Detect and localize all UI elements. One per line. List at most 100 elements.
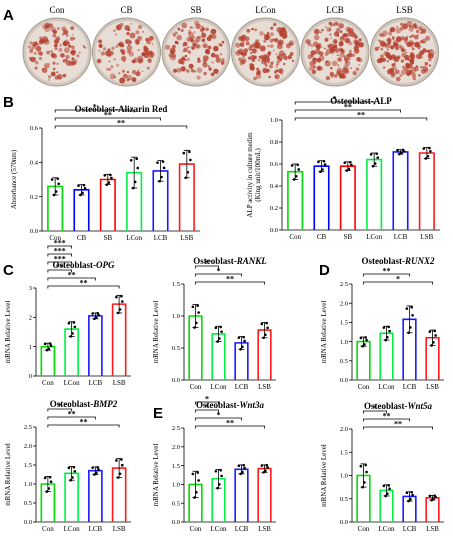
significance-mark: **: [68, 271, 76, 280]
data-point: [197, 311, 200, 314]
stain-spot: [428, 58, 432, 62]
significance-bracket: [47, 285, 120, 289]
stain-spot: [196, 67, 203, 73]
data-point: [93, 473, 96, 476]
stain-spot: [313, 34, 320, 41]
x-tick-label: Con: [42, 525, 54, 533]
stain-spot: [205, 27, 209, 31]
significance-mark: ***: [54, 247, 66, 256]
stain-spot: [58, 47, 63, 53]
data-point: [219, 325, 223, 329]
stain-spot: [261, 57, 266, 62]
stain-spot: [313, 41, 319, 47]
y-tick-label: 2.5: [340, 281, 348, 288]
data-point: [133, 180, 137, 184]
data-point: [115, 295, 118, 299]
bar-con: [356, 340, 371, 380]
stain-spot: [314, 48, 321, 55]
data-point: [216, 486, 219, 490]
stain-spot: [109, 73, 116, 80]
x-tick-label: LCB: [89, 379, 103, 387]
chart-wnt3a: Osteoblast-Wnt3a mRNA Relative Level 0.0 0.…: [152, 395, 276, 533]
stain-spot: [146, 39, 152, 45]
stain-spot: [388, 31, 392, 36]
data-point: [405, 491, 409, 495]
stain-spot: [407, 42, 410, 46]
x-tick-label: LSB: [258, 525, 271, 533]
data-point: [429, 150, 432, 153]
significance-bracket: [54, 125, 188, 129]
stain-spot: [312, 59, 317, 64]
stain-spot: [275, 76, 278, 79]
stain-spot: [235, 42, 241, 48]
stain-spot: [339, 30, 343, 33]
stain-spot: [181, 22, 188, 29]
data-point: [349, 160, 352, 164]
stain-spot: [256, 67, 260, 71]
stain-spot: [325, 76, 331, 81]
stain-spot: [329, 33, 332, 36]
chart-title-gene: RANKL: [236, 256, 268, 266]
data-point: [434, 334, 437, 337]
significance-bracket: [195, 401, 219, 405]
data-point: [297, 168, 301, 171]
data-point: [411, 493, 414, 497]
stain-spot: [289, 52, 294, 56]
data-point: [398, 152, 401, 156]
stain-spot: [48, 63, 50, 65]
chart-title: Osteoblast-ALP: [330, 96, 392, 106]
stain-spot: [27, 45, 31, 49]
stain-spot: [103, 47, 107, 51]
stain-spot: [62, 40, 68, 47]
stain-spot: [400, 22, 404, 26]
stain-spot: [257, 70, 261, 74]
significance-bracket: [363, 426, 433, 430]
stain-spot: [402, 65, 405, 69]
data-point: [191, 305, 195, 309]
significance-mark: **: [80, 279, 88, 288]
stain-spot: [135, 30, 140, 35]
stain-spot: [119, 77, 126, 84]
significance-mark: **: [117, 119, 125, 128]
stain-spot: [34, 41, 38, 45]
stain-spot: [72, 61, 76, 66]
data-point: [239, 472, 242, 476]
data-point: [265, 321, 269, 325]
x-tick-label: Con: [49, 234, 61, 242]
stain-spot: [29, 41, 33, 45]
stain-spot: [151, 43, 154, 46]
stain-spot: [268, 75, 271, 79]
stain-spot: [329, 49, 335, 54]
data-point: [91, 466, 94, 469]
stain-spot: [172, 33, 176, 37]
data-point: [45, 490, 49, 493]
stain-spot: [339, 52, 345, 58]
data-point: [218, 337, 221, 340]
x-tick-label: LSB: [258, 383, 271, 391]
stain-spot: [42, 67, 48, 74]
stain-spot: [413, 34, 419, 40]
chart-title-gene: RUNX2: [404, 256, 435, 266]
stain-spot: [250, 52, 253, 55]
y-tick-label: 2.5: [172, 425, 180, 432]
data-point: [260, 464, 264, 467]
data-point: [382, 326, 386, 329]
chart-title: Osteoblast-BMP2: [50, 399, 118, 409]
stain-spot: [186, 69, 190, 73]
stain-spot: [126, 31, 130, 36]
stain-spot: [392, 39, 399, 46]
stain-spot: [197, 59, 201, 63]
data-point: [216, 340, 219, 343]
stain-spot: [39, 36, 43, 40]
data-point: [186, 170, 190, 174]
stain-spot: [278, 67, 284, 74]
stain-spot: [210, 52, 216, 58]
stain-spot: [197, 45, 201, 49]
significance-bracket: [54, 109, 135, 113]
stain-spot: [115, 45, 119, 48]
stain-spot: [374, 46, 379, 52]
stain-spot: [98, 39, 102, 44]
stain-spot: [189, 26, 193, 29]
panel-letter-d: D: [319, 262, 330, 279]
data-point: [375, 152, 379, 155]
